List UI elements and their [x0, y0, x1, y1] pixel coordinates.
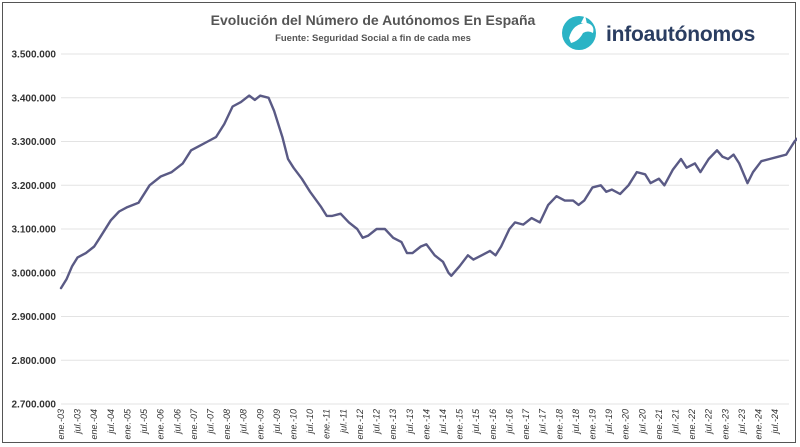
x-tick-label: jul.-11 — [338, 409, 348, 434]
x-tick-label: ene.-18 — [554, 409, 564, 440]
dolphin-shape — [569, 23, 594, 43]
x-tick-label: jul.-19 — [604, 409, 614, 435]
brand-name: infoautónomos — [606, 23, 755, 46]
x-tick-label: ene.-05 — [122, 408, 132, 440]
x-tick-label: ene.-10 — [289, 409, 299, 440]
x-tick-label: jul.-17 — [538, 408, 548, 435]
x-tick-label: jul.-07 — [205, 408, 215, 435]
x-axis: ene.-03 jul.-03 ene.-04 jul.-04 ene.-05 jul.-… — [56, 408, 780, 440]
x-tick-label: jul.-10 — [305, 409, 315, 435]
y-tick-label: 3.400.000 — [12, 93, 57, 104]
x-tick-label: jul.-14 — [438, 409, 448, 435]
x-tick-label: jul.-15 — [471, 408, 481, 435]
x-tick-label: jul.-12 — [372, 409, 382, 435]
x-tick-label: ene.-04 — [89, 409, 99, 440]
dolphin-fin — [581, 15, 587, 24]
gridlines — [61, 53, 789, 405]
x-tick-label: jul.-08 — [239, 409, 249, 435]
x-tick-label: ene.-24 — [754, 409, 764, 440]
x-tick-label: ene.-09 — [255, 409, 265, 440]
x-tick-label: ene.-19 — [587, 409, 597, 440]
infoautonomos-logo: infoautónomos — [562, 15, 755, 50]
y-tick-label: 3.000.000 — [12, 268, 57, 279]
x-tick-label: ene.-11 — [322, 409, 332, 439]
y-tick-label: 2.900.000 — [12, 312, 57, 323]
y-tick-label: 2.700.000 — [12, 400, 57, 411]
x-tick-label: ene.-08 — [222, 409, 232, 440]
y-tick-label: 3.500.000 — [12, 50, 57, 61]
x-tick-label: ene.-07 — [189, 408, 199, 440]
x-tick-label: jul.-24 — [770, 409, 780, 435]
x-tick-label: ene.-17 — [521, 408, 531, 440]
x-tick-label: ene.-15 — [455, 408, 465, 440]
x-tick-label: ene.-03 — [56, 409, 66, 440]
x-tick-label: ene.-21 — [654, 409, 664, 440]
x-tick-label: jul.-09 — [272, 409, 282, 435]
series-line-autonomos — [59, 94, 797, 290]
y-tick-label: 3.200.000 — [12, 181, 57, 192]
x-tick-label: ene.-20 — [621, 409, 631, 440]
x-tick-label: ene.-16 — [488, 409, 498, 440]
x-tick-label: ene.-23 — [720, 409, 730, 440]
chart-subtitle: Fuente: Seguridad Social a fin de cada m… — [275, 33, 471, 44]
x-tick-label: jul.-22 — [704, 409, 714, 435]
x-tick-label: jul.-23 — [737, 409, 747, 435]
series-layer — [59, 94, 797, 290]
x-tick-label: jul.-13 — [405, 409, 415, 435]
x-tick-label: jul.-21 — [671, 409, 681, 435]
x-tick-label: ene.-22 — [687, 409, 697, 440]
x-tick-label: ene.-06 — [156, 409, 166, 440]
x-tick-label: jul.-03 — [73, 409, 83, 435]
y-tick-label: 2.800.000 — [12, 356, 57, 367]
x-tick-label: ene.-14 — [421, 409, 431, 440]
y-tick-label: 3.300.000 — [12, 137, 57, 148]
x-tick-label: jul.-05 — [139, 408, 149, 435]
y-tick-label: 3.100.000 — [12, 225, 57, 236]
line-chart: Evolución del Número de Autónomos En Esp… — [12, 12, 797, 440]
x-tick-label: jul.-16 — [504, 409, 514, 435]
chart-title: Evolución del Número de Autónomos En Esp… — [211, 12, 536, 28]
y-axis: 2.700.000 2.800.000 2.900.000 3.000.000 3.10… — [12, 50, 57, 411]
x-tick-label: jul.-18 — [571, 409, 581, 435]
x-tick-label: jul.-04 — [106, 409, 116, 435]
x-tick-label: ene.-13 — [388, 409, 398, 440]
x-tick-label: jul.-20 — [637, 409, 647, 435]
x-tick-label: ene.-12 — [355, 409, 365, 440]
x-tick-label: jul.-06 — [172, 409, 182, 435]
